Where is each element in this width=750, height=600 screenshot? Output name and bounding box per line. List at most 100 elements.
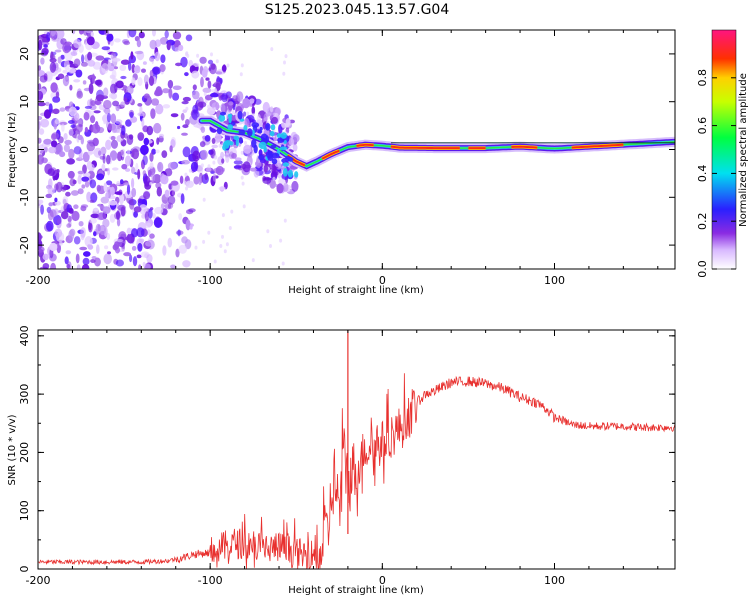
noise-blob: [70, 190, 79, 196]
noise-blob: [154, 88, 163, 97]
noise-blob: [89, 199, 95, 203]
ridge-blob: [228, 114, 232, 124]
noise-blob: [38, 246, 45, 253]
colorbar-tick-label: 0.2: [696, 212, 709, 230]
noise-blob: [101, 63, 109, 74]
noise-blob: [43, 138, 52, 145]
noise-blob: [142, 155, 148, 166]
noise-blob: [109, 213, 116, 223]
noise-blob: [81, 61, 88, 67]
noise-blob: [194, 245, 198, 250]
noise-blob: [77, 264, 81, 269]
noise-blob: [68, 120, 75, 124]
ridge-blob: [216, 127, 223, 135]
noise-blob: [103, 182, 108, 192]
noise-blob: [80, 227, 86, 238]
noise-blob: [108, 200, 118, 206]
noise-blob: [106, 154, 111, 165]
noise-blob: [38, 39, 43, 51]
noise-blob: [126, 134, 134, 146]
noise-blob: [182, 260, 191, 268]
noise-blob: [181, 101, 189, 105]
noise-blob: [136, 254, 142, 259]
noise-blob: [244, 141, 247, 145]
y-tick-label: 0: [18, 566, 31, 573]
noise-blob: [137, 169, 141, 180]
noise-blob: [196, 53, 200, 58]
noise-blob: [116, 218, 121, 227]
noise-blob: [68, 106, 78, 117]
noise-blob: [145, 222, 152, 229]
noise-blob: [75, 253, 80, 264]
noise-blob: [218, 143, 222, 148]
noise-blob: [81, 184, 86, 189]
noise-blob: [99, 224, 106, 236]
ridge-blob: [235, 138, 239, 147]
noise-blob: [207, 59, 214, 65]
ridge-blob: [229, 141, 234, 146]
figure-title: S125.2023.045.13.57.G04: [265, 2, 450, 18]
noise-blob: [124, 155, 132, 167]
noise-blob: [56, 169, 60, 174]
y-tick-label: 20: [18, 47, 31, 61]
snr-series-line: [38, 373, 675, 569]
noise-blob: [188, 168, 192, 173]
snr-frame: [37, 329, 676, 570]
noise-blob: [62, 198, 67, 205]
noise-blob: [179, 175, 184, 184]
noise-blob: [269, 244, 272, 248]
noise-blob: [99, 205, 105, 209]
noise-blob: [211, 144, 218, 149]
noise-blob: [68, 207, 74, 214]
noise-blob: [221, 234, 224, 239]
noise-blob: [198, 164, 203, 175]
noise-blob: [83, 111, 90, 121]
noise-blob: [131, 245, 137, 251]
noise-blob: [138, 204, 148, 215]
noise-blob: [115, 104, 120, 112]
noise-blob: [262, 175, 267, 182]
noise-blob: [202, 239, 206, 244]
y-tick-label: 100: [18, 500, 31, 521]
noise-blob: [208, 67, 212, 71]
noise-blob: [210, 63, 216, 70]
noise-blob: [239, 72, 243, 77]
noise-blob: [47, 168, 55, 177]
noise-blob: [48, 202, 53, 207]
noise-blob: [233, 165, 242, 169]
noise-blob: [151, 66, 161, 75]
noise-blob: [52, 96, 61, 103]
noise-blob: [131, 187, 137, 198]
noise-blob: [205, 77, 210, 81]
noise-blob: [242, 204, 246, 209]
noise-blob: [102, 153, 106, 164]
noise-blob: [291, 180, 299, 192]
noise-blob: [107, 167, 111, 176]
noise-blob: [106, 180, 113, 186]
noise-blob: [124, 182, 130, 186]
noise-blob: [149, 162, 154, 169]
noise-blob: [167, 237, 173, 248]
ridge-blob: [220, 111, 226, 116]
noise-blob: [66, 263, 71, 269]
noise-blob: [40, 57, 45, 65]
noise-blob: [77, 188, 84, 195]
noise-blob: [149, 182, 153, 186]
noise-blob: [241, 181, 245, 186]
noise-blob: [211, 102, 220, 110]
noise-blob: [204, 172, 208, 181]
noise-blob: [281, 122, 287, 128]
noise-blob: [54, 197, 58, 203]
noise-blob: [129, 111, 134, 118]
noise-blob: [275, 113, 278, 117]
noise-blob: [152, 213, 156, 219]
noise-blob: [191, 70, 200, 79]
ridge-blob: [253, 144, 258, 154]
noise-blob: [213, 259, 217, 264]
noise-blob: [161, 150, 168, 159]
noise-blob: [201, 69, 208, 78]
noise-blob: [89, 98, 93, 108]
noise-blob: [40, 50, 48, 57]
noise-blob: [86, 141, 96, 152]
noise-blob: [215, 59, 219, 64]
